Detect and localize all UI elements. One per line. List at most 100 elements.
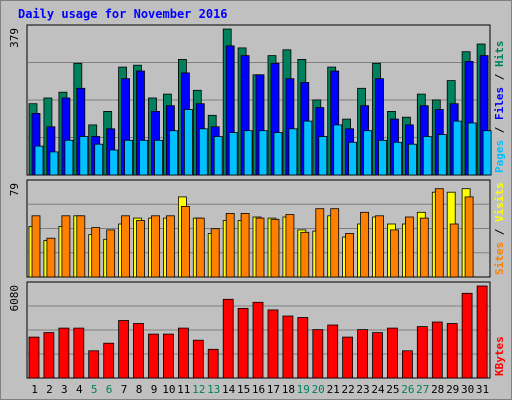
bar-kbytes-day-14: [222, 298, 234, 379]
bar-sites-day-27: [419, 217, 429, 278]
bar-kbytes-day-18: [282, 315, 294, 379]
y-max-label: 6080: [8, 285, 21, 312]
bar-sites-day-1: [31, 215, 41, 278]
bar-pages-day-30: [467, 122, 477, 176]
legend-item-sites: Sites: [493, 242, 506, 275]
legend-item-hits: Hits: [493, 41, 506, 68]
x-tick-label-day-31: 31: [476, 383, 489, 396]
x-tick-label-day-12: 12: [192, 383, 205, 396]
x-tick-label-day-9: 9: [151, 383, 158, 396]
bar-pages-day-14: [228, 132, 238, 176]
bar-pages-day-31: [482, 130, 492, 176]
bar-kbytes-day-2: [43, 332, 55, 379]
bar-kbytes-day-15: [237, 307, 249, 379]
x-tick-label-day-11: 11: [177, 383, 190, 396]
x-tick-label-day-23: 23: [356, 383, 369, 396]
legend-visits-sites: Sites / Visits: [493, 182, 506, 275]
bar-pages-day-5: [94, 143, 104, 176]
bar-kbytes-day-11: [177, 327, 189, 379]
bar-pages-day-6: [109, 149, 119, 176]
bar-kbytes-day-6: [103, 342, 115, 379]
bar-pages-day-28: [437, 134, 447, 176]
x-tick-label-day-3: 3: [61, 383, 68, 396]
bar-sites-day-23: [360, 211, 370, 278]
x-tick-label-day-17: 17: [267, 383, 280, 396]
bar-sites-day-22: [345, 232, 355, 278]
bar-sites-day-10: [165, 215, 175, 278]
bar-pages-day-17: [273, 132, 283, 176]
legend-kbytes: KBytes: [493, 336, 506, 376]
bar-sites-day-11: [180, 205, 190, 278]
y-max-label: 379: [8, 28, 21, 48]
bar-kbytes-day-21: [327, 324, 339, 379]
bar-pages-day-3: [64, 139, 74, 176]
bar-pages-day-16: [258, 130, 268, 176]
bar-sites-day-5: [91, 227, 101, 278]
bar-pages-day-12: [198, 128, 208, 176]
legend-item-files: Files: [493, 87, 506, 120]
bar-kbytes-day-4: [73, 327, 85, 379]
bar-kbytes-day-8: [133, 323, 144, 379]
bar-pages-day-22: [348, 141, 358, 176]
y-max-label: 79: [8, 183, 21, 196]
x-tick-label-day-13: 13: [207, 383, 220, 396]
bar-kbytes-day-10: [162, 333, 174, 379]
x-tick-label-day-7: 7: [121, 383, 128, 396]
x-tick-label-day-14: 14: [222, 383, 236, 396]
bar-kbytes-day-26: [401, 350, 413, 379]
bar-sites-day-14: [225, 212, 235, 278]
bar-kbytes-day-27: [416, 326, 428, 379]
bar-sites-day-28: [434, 188, 444, 278]
x-tick-label-day-20: 20: [312, 383, 325, 396]
bar-sites-day-26: [404, 216, 414, 278]
bar-kbytes-day-20: [312, 329, 324, 379]
x-tick-label-day-8: 8: [136, 383, 143, 396]
bar-kbytes-day-13: [207, 348, 219, 379]
bar-kbytes-day-25: [387, 327, 398, 379]
bar-kbytes-day-29: [446, 323, 458, 379]
bar-sites-day-20: [315, 208, 325, 278]
x-tick-label-day-16: 16: [252, 383, 265, 396]
bar-kbytes-day-23: [357, 329, 369, 379]
legend-item-pages: Pages: [493, 140, 506, 173]
x-tick-label-day-5: 5: [91, 383, 98, 396]
bar-pages-day-24: [378, 139, 387, 176]
bar-pages-day-1: [34, 145, 44, 176]
x-tick-label-day-27: 27: [416, 383, 429, 396]
bar-sites-day-9: [151, 215, 160, 278]
bar-sites-day-25: [390, 229, 399, 278]
bar-sites-day-13: [210, 228, 220, 278]
x-tick-label-day-26: 26: [401, 383, 414, 396]
bar-kbytes-day-7: [118, 320, 129, 379]
bar-sites-day-17: [270, 218, 280, 278]
bar-kbytes-day-30: [461, 292, 473, 379]
bar-sites-day-19: [300, 231, 310, 278]
bar-sites-day-15: [240, 212, 250, 278]
bar-kbytes-day-9: [148, 333, 159, 379]
bar-sites-day-6: [106, 229, 116, 278]
bar-pages-day-2: [49, 151, 59, 176]
x-tick-label-day-28: 28: [431, 383, 444, 396]
bar-sites-day-18: [285, 214, 295, 278]
bar-pages-day-18: [288, 128, 298, 176]
bar-kbytes-day-5: [88, 350, 100, 379]
x-tick-label-day-6: 6: [106, 383, 113, 396]
bar-pages-day-23: [363, 130, 373, 176]
legend-item-kbytes: KBytes: [493, 336, 506, 376]
x-tick-label-day-21: 21: [327, 383, 340, 396]
bar-sites-day-16: [255, 217, 265, 278]
legend-separator: /: [493, 67, 506, 87]
bar-pages-day-9: [154, 139, 163, 176]
legend-separator: /: [493, 222, 506, 242]
bar-sites-day-24: [375, 215, 384, 278]
bar-sites-day-29: [449, 223, 459, 278]
x-tick-label-day-18: 18: [282, 383, 295, 396]
x-tick-label-day-19: 19: [297, 383, 310, 396]
bar-sites-day-3: [61, 215, 71, 278]
bar-pages-day-19: [303, 120, 313, 176]
legend-hits-files-pages: Pages / Files / Hits: [493, 41, 506, 174]
bar-sites-day-2: [46, 237, 56, 278]
bar-kbytes-day-16: [252, 301, 264, 379]
bar-kbytes-day-19: [297, 317, 309, 379]
